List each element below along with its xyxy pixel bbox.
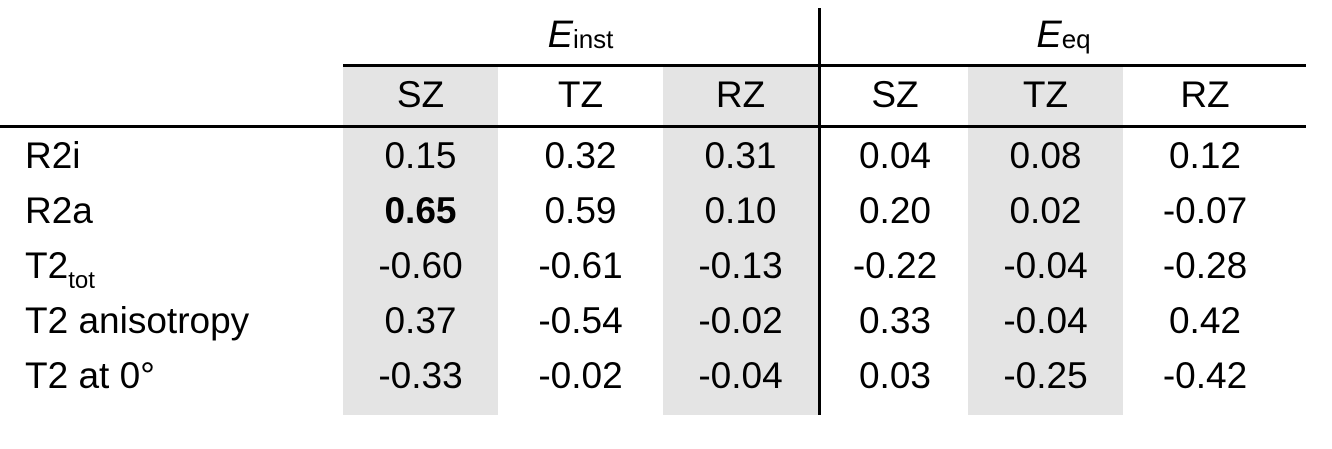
table-cell: 0.37 (343, 293, 498, 348)
table-cell: -0.07 (1162, 190, 1248, 231)
column-header-tz-inst: TZ (557, 74, 604, 115)
table-cell: 0.10 (663, 183, 818, 238)
table-cell: -0.04 (968, 238, 1123, 293)
table-cell: -0.33 (343, 348, 498, 403)
table-cell: -0.25 (968, 348, 1123, 403)
group-header-underline (343, 64, 1306, 67)
shading-pad (968, 403, 1123, 415)
shading-pad (498, 403, 663, 415)
shading-pad (1123, 403, 1287, 415)
table-grid: SZ TZ RZ SZ TZ RZ R2i 0.15 0.32 0.31 0.0… (0, 67, 1287, 415)
row-label: T2 anisotropy (0, 293, 343, 348)
table-cell: 0.42 (1168, 300, 1241, 341)
shading-pad (822, 403, 968, 415)
row-label-text: T2 anisotropy (25, 300, 250, 341)
table-cell: 0.32 (544, 135, 617, 176)
table-cell: 0.31 (663, 128, 818, 183)
row-label: T2tot (0, 238, 343, 293)
column-header-underline (0, 125, 1306, 128)
table-cell: -0.61 (538, 245, 623, 286)
row-label-text: R2a (25, 190, 93, 231)
table-cell: 0.12 (1168, 135, 1241, 176)
table-cell: 0.08 (968, 128, 1123, 183)
table-cell: -0.28 (1162, 245, 1248, 286)
table-cell: 0.65 (343, 183, 498, 238)
corner-cell (0, 67, 343, 128)
shading-pad (663, 403, 818, 415)
table-cell: 0.15 (343, 128, 498, 183)
shading-pad (0, 403, 343, 415)
row-label: R2a (0, 183, 343, 238)
table-cell: -0.42 (1162, 355, 1248, 396)
table-cell: 0.33 (858, 300, 931, 341)
table-cell: -0.04 (968, 293, 1123, 348)
column-header-rz-inst: RZ (663, 67, 818, 128)
row-label: T2 at 0° (0, 348, 343, 403)
table-cell: 0.20 (858, 190, 931, 231)
row-label: R2i (0, 128, 343, 183)
table-cell: -0.22 (852, 245, 938, 286)
column-header-sz-eq: SZ (871, 74, 919, 115)
column-header-rz-eq: RZ (1180, 74, 1230, 115)
group-divider-line (818, 8, 821, 415)
table-cell: -0.02 (663, 293, 818, 348)
table-cell: 0.59 (544, 190, 617, 231)
row-label-text: R2i (25, 135, 81, 176)
row-label-text: T2 (25, 245, 69, 286)
table-cell: -0.04 (663, 348, 818, 403)
table-cell: 0.04 (858, 135, 931, 176)
table-cell: -0.54 (538, 300, 623, 341)
table-cell: -0.60 (343, 238, 498, 293)
shading-pad (343, 403, 498, 415)
column-header-sz-inst: SZ (343, 67, 498, 128)
e-inst-symbol: E (547, 13, 573, 56)
e-eq-symbol: E (1036, 13, 1062, 56)
row-label-text: T2 at 0° (25, 355, 155, 396)
table-cell: -0.02 (538, 355, 623, 396)
row-label-subscript: tot (68, 267, 95, 295)
table-cell: 0.02 (968, 183, 1123, 238)
table-cell: 0.03 (858, 355, 931, 396)
column-header-tz-eq: TZ (968, 67, 1123, 128)
table-cell: -0.13 (663, 238, 818, 293)
